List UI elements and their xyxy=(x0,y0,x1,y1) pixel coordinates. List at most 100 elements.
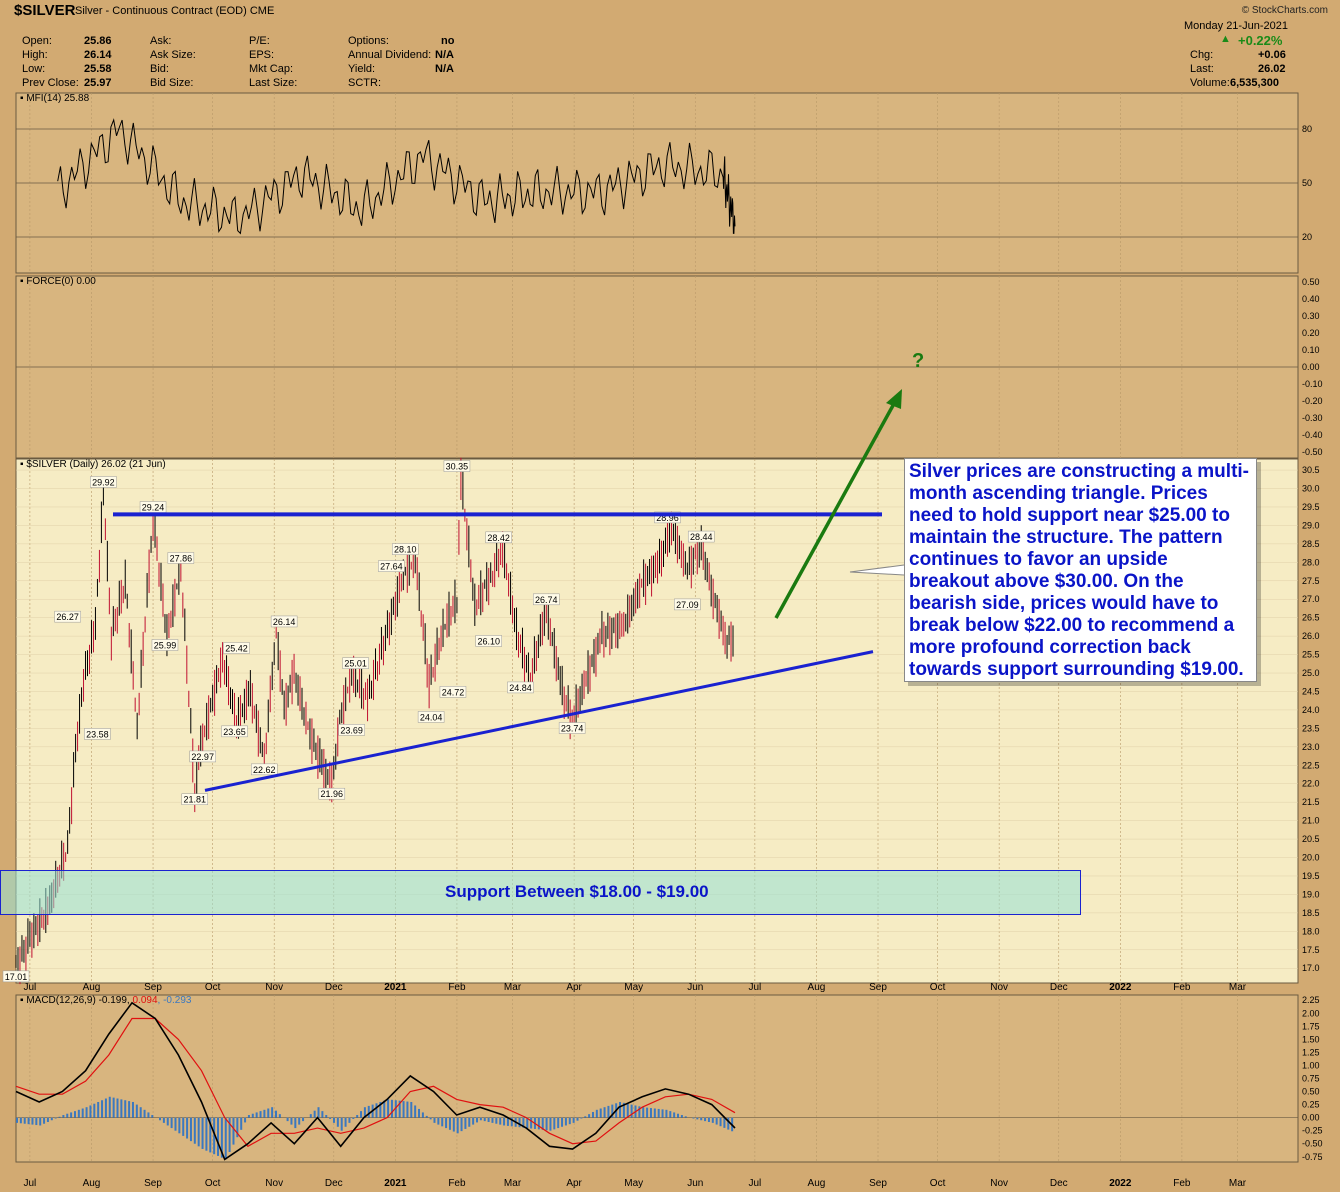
price-tick-label: 18.5 xyxy=(1302,908,1320,918)
price-peak-label: 26.10 xyxy=(477,636,500,646)
price-peak-label: 25.99 xyxy=(154,640,177,650)
macd-histogram-bar xyxy=(700,1117,703,1121)
price-tick-label: 23.0 xyxy=(1302,742,1320,752)
macd-histogram-bar xyxy=(35,1117,38,1126)
price-tick-label: 29.5 xyxy=(1302,502,1320,512)
price-peak-label: 28.44 xyxy=(690,532,713,542)
price-label-box xyxy=(223,642,250,654)
force-tick-label: 0.40 xyxy=(1302,294,1320,304)
panel-macd xyxy=(15,994,1299,1163)
breakout-arrow xyxy=(774,399,898,619)
x-tick-label: Sep xyxy=(869,982,887,993)
question-mark: ? xyxy=(912,350,925,372)
last-label: Last: xyxy=(1190,63,1214,75)
macd-histogram-bar xyxy=(410,1101,413,1118)
macd-histogram-bar xyxy=(526,1117,529,1129)
macd-histogram-bar xyxy=(170,1117,173,1129)
force-tick-label: 0.00 xyxy=(1302,362,1320,372)
price-peak-label: 29.24 xyxy=(142,503,165,513)
x-tick-label: Jul xyxy=(24,982,37,993)
price-peak-label: 24.72 xyxy=(442,687,465,697)
x-tick-label: Nov xyxy=(265,982,283,993)
symbol-description: Silver - Continuous Contract (EOD) CME xyxy=(75,5,275,17)
price-peak-label: 28.42 xyxy=(487,533,510,543)
price-peak-label: 21.81 xyxy=(183,795,206,805)
x-tick-label: Sep xyxy=(144,982,162,993)
macd-histogram-bar xyxy=(27,1117,30,1125)
macd-histogram-bar xyxy=(510,1117,513,1127)
price-label-box xyxy=(507,681,534,694)
yield-value: N/A xyxy=(435,63,454,75)
macd-histogram-bar xyxy=(607,1105,610,1118)
macd-histogram-bar xyxy=(406,1101,409,1118)
options-value: no xyxy=(441,35,455,47)
price-peak-label: 27.86 xyxy=(170,553,193,563)
yield-label: Yield: xyxy=(348,63,376,75)
x-tick-label: Nov xyxy=(265,1178,283,1189)
x-tick-label: Dec xyxy=(1050,982,1068,993)
annotation-pointer xyxy=(849,564,905,576)
macd-histogram-bar xyxy=(375,1103,378,1118)
macd-histogram-bar xyxy=(576,1117,579,1121)
macd-histogram-bar xyxy=(236,1117,239,1138)
price-label-box xyxy=(417,711,445,723)
high-value: 26.14 xyxy=(84,49,112,61)
force-tick-label: -0.10 xyxy=(1302,379,1323,389)
x-tick-label: Dec xyxy=(325,982,343,993)
price-label-box xyxy=(221,725,248,738)
macd-histogram-bar xyxy=(255,1112,258,1118)
price-label-box xyxy=(338,724,365,736)
macd-tick-label: 1.00 xyxy=(1302,1060,1320,1070)
macd-histogram-bar xyxy=(673,1112,676,1118)
macd-histogram-bar xyxy=(62,1115,65,1118)
macd-histogram-bar xyxy=(271,1107,274,1118)
macd-histogram-bar xyxy=(390,1099,393,1118)
macd-histogram-bar xyxy=(503,1117,506,1126)
macd-histogram-bar xyxy=(97,1101,100,1118)
macd-histogram-bar xyxy=(159,1117,162,1121)
macd-histogram-bar xyxy=(143,1109,146,1118)
macd-line xyxy=(15,1001,736,1161)
x-tick-label: Jun xyxy=(687,1178,703,1189)
x-tick-label: Sep xyxy=(144,1178,162,1189)
percent-change: +0.22% xyxy=(1238,33,1283,48)
mfi-tick-label: 20 xyxy=(1302,232,1312,242)
arrow-head-icon xyxy=(886,389,902,409)
x-tick-label: 2021 xyxy=(384,982,407,993)
x-tick-label: Feb xyxy=(1173,1178,1191,1189)
macd-histogram-bar xyxy=(89,1105,92,1118)
mfi-series-line xyxy=(57,118,736,235)
macd-histogram-bar xyxy=(244,1117,247,1123)
macd-histogram-bar xyxy=(622,1102,625,1118)
macd-histogram-bar xyxy=(452,1117,455,1132)
macd-histogram-bar xyxy=(193,1117,196,1144)
macd-histogram-bar xyxy=(541,1117,544,1130)
price-tick-label: 21.5 xyxy=(1302,797,1320,807)
macd-tick-label: 1.50 xyxy=(1302,1034,1320,1044)
price-label-box xyxy=(189,750,216,763)
macd-histogram-bar xyxy=(680,1115,683,1118)
macd-histogram-bar xyxy=(205,1117,208,1151)
macd-histogram-bar xyxy=(429,1117,432,1120)
x-tick-label: Aug xyxy=(808,1178,826,1189)
chg-label: Chg: xyxy=(1190,49,1214,61)
price-label-box xyxy=(654,511,681,524)
macd-histogram-bar xyxy=(506,1117,509,1126)
macd-histogram-bar xyxy=(259,1111,262,1118)
macd-histogram-bar xyxy=(421,1112,424,1118)
macd-histogram-bar xyxy=(356,1115,359,1118)
price-tick-label: 30.0 xyxy=(1302,484,1320,494)
macd-histogram-bar xyxy=(360,1111,363,1118)
price-tick-label: 24.5 xyxy=(1302,686,1320,696)
macd-tick-label: 2.25 xyxy=(1302,995,1320,1005)
macd-histogram-bar xyxy=(112,1097,115,1118)
macd-tick-label: -0.25 xyxy=(1302,1126,1323,1136)
macd-histogram-bar xyxy=(611,1104,614,1118)
x-tick-label: May xyxy=(624,1178,643,1189)
macd-histogram-bar xyxy=(108,1096,111,1118)
macd-histogram-bar xyxy=(487,1117,490,1122)
volume-label: Volume: xyxy=(1190,77,1230,89)
macd-histogram-bar xyxy=(448,1117,451,1130)
macd-histogram-bar xyxy=(217,1117,220,1156)
macd-histogram-bar xyxy=(483,1117,486,1122)
